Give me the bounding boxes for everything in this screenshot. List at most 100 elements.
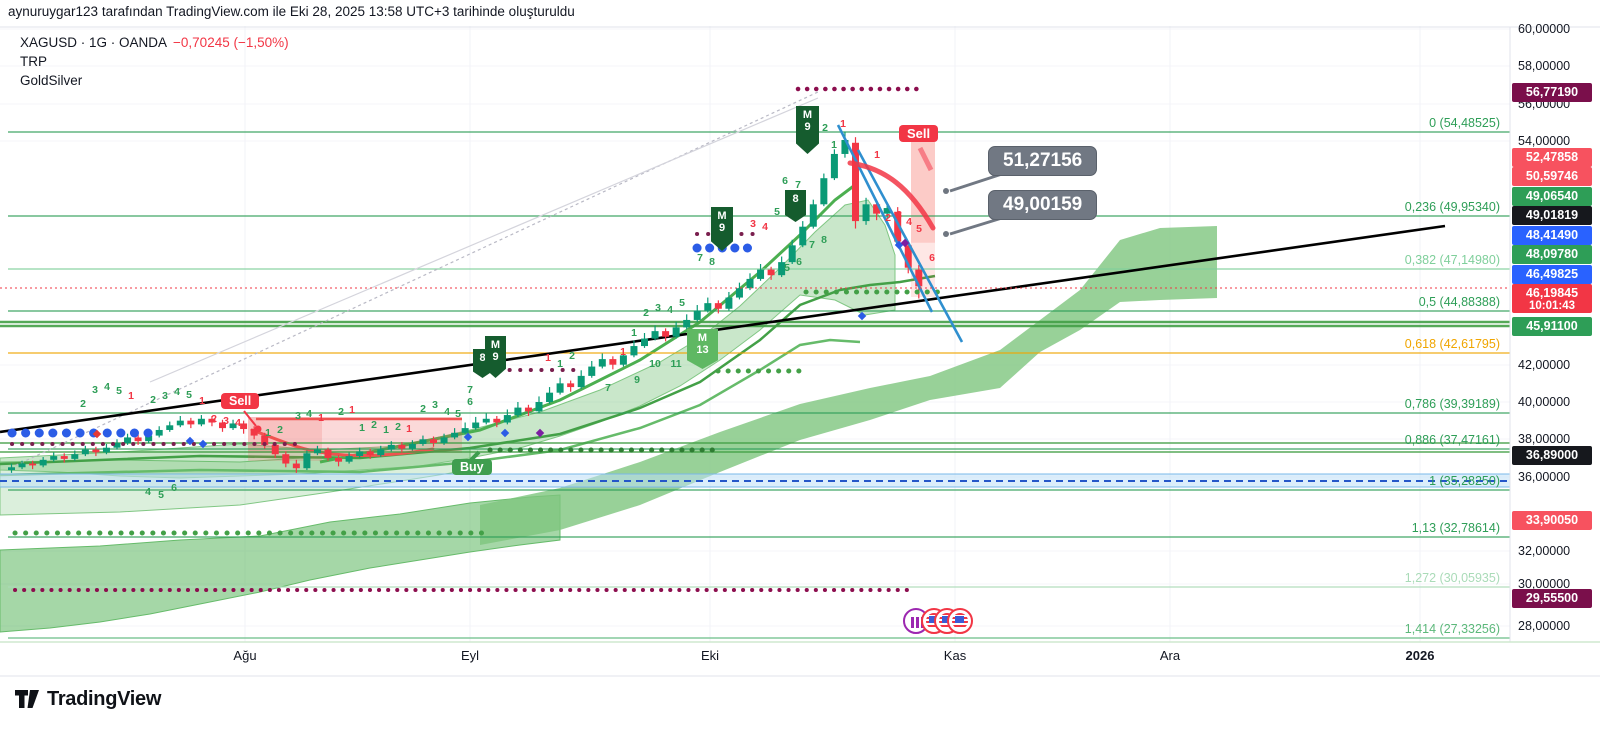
price-axis-tick[interactable]: 28,00000 (1518, 619, 1571, 633)
time-axis-label[interactable]: 2026 (1405, 648, 1435, 663)
candle-count-label: 9 (634, 374, 640, 386)
candle-count-label: 2 (277, 424, 283, 436)
candle-count-label: 2 (338, 406, 344, 418)
candle-count-label: 5 (455, 408, 461, 420)
candle-count-label: 1 (406, 423, 412, 435)
price-axis-badge: 48,09780 (1512, 245, 1592, 264)
candle-count-label: 8 (709, 256, 715, 268)
time-axis-label[interactable]: Eyl (460, 648, 480, 663)
price-axis-tick[interactable]: 32,00000 (1518, 544, 1571, 558)
price-axis-tick[interactable]: 54,00000 (1518, 134, 1571, 148)
price-axis-tick[interactable]: 30,00000 (1518, 577, 1571, 591)
candle-count-label: 1 (199, 395, 205, 407)
indicator-trp[interactable]: TRP (20, 54, 47, 69)
fib-level-label[interactable]: 0,382 (47,14980) (1404, 253, 1500, 267)
candle-count-label: 2 (420, 403, 426, 415)
candle-count-label: 5 (186, 389, 192, 401)
candle-count-label: 4 (104, 381, 110, 393)
candle-count-label: 4 (906, 216, 912, 228)
indicator-goldsilver[interactable]: GoldSilver (20, 73, 83, 88)
candle-count-label: 2 (80, 398, 86, 410)
price-axis-tick[interactable]: 36,00000 (1518, 470, 1571, 484)
price-axis-badge: 36,89000 (1512, 446, 1592, 465)
attribution-text: aynuruygar123 tarafından TradingView.com… (8, 4, 575, 19)
candle-count-label: 4 (762, 221, 768, 233)
candle-count-label: 1 (383, 424, 389, 436)
fib-level-label[interactable]: 1 (35,28250) (1429, 474, 1500, 488)
candle-count-label: 2 (569, 350, 575, 362)
candle-count-label: 3 (432, 399, 438, 411)
candle-count-label: 6 (782, 175, 788, 187)
candle-count-label: 1 (128, 390, 134, 402)
sell-signal-right[interactable]: Sell (899, 125, 939, 142)
candle-count-label: 7 (795, 179, 801, 191)
candle-count-label: 5 (784, 262, 790, 274)
price-axis-badge: 29,55500 (1512, 589, 1592, 608)
price-callout-1[interactable]: 51,27156 (988, 146, 1098, 176)
us-flag-event-icon[interactable] (947, 608, 973, 634)
fib-level-label[interactable]: 0,786 (39,39189) (1404, 397, 1500, 411)
buy-signal[interactable]: Buy (452, 459, 492, 475)
time-axis-label[interactable]: Eki (700, 648, 720, 663)
candle-count-label: 5 (774, 206, 780, 218)
candle-count-label: 11 (670, 358, 682, 370)
time-axis-label[interactable]: Kas (943, 648, 967, 663)
price-axis-badge: 46,49825 (1512, 265, 1592, 284)
candle-count-label: 2 (822, 122, 828, 134)
candle-count-label: 3 (295, 410, 301, 422)
sell-signal-left[interactable]: Sell (221, 393, 260, 409)
price-axis-badge: 48,41490 (1512, 226, 1592, 245)
time-axis-label[interactable]: Ara (1159, 648, 1181, 663)
price-axis-tick[interactable]: 58,00000 (1518, 59, 1571, 73)
fib-level-label[interactable]: 1,272 (30,05935) (1404, 571, 1500, 585)
candle-count-label: 4 (667, 304, 673, 316)
fib-level-label[interactable]: 0,618 (42,61795) (1404, 337, 1500, 351)
candle-count-label: 2 (371, 419, 377, 431)
time-axis-label[interactable]: Ağu (233, 648, 257, 663)
candle-count-label: 5 (116, 385, 122, 397)
chart-legend[interactable]: XAGUSD · 1G · OANDA −0,70245 (−1,50%) TRP… (20, 33, 289, 90)
candle-count-label: 3 (162, 390, 168, 402)
symbol-title[interactable]: XAGUSD · 1G · OANDA (20, 35, 168, 50)
setup-flag-badge[interactable]: 8 (785, 190, 806, 222)
candle-count-label: 4 (145, 486, 151, 498)
candle-count-label: 1 (359, 422, 365, 434)
price-axis-badge: 56,77190 (1512, 83, 1592, 102)
candle-count-label: 7 (467, 384, 473, 396)
price-axis-badge: 52,47858 (1512, 148, 1592, 167)
candle-count-label: 1 (631, 327, 637, 339)
price-axis-tick[interactable]: 38,00000 (1518, 432, 1571, 446)
candle-count-label: 1 (620, 346, 626, 358)
candle-count-label: 1 (349, 404, 355, 416)
fib-level-label[interactable]: 0,236 (49,95340) (1404, 200, 1500, 214)
candle-count-label: 5 (916, 223, 922, 235)
price-axis-badge: 49,01819 (1512, 206, 1592, 225)
candle-count-label: 2 (395, 421, 401, 433)
tradingview-logo[interactable]: TradingView (14, 686, 161, 712)
countdown-timer: 10:01:43 (1528, 300, 1576, 312)
fib-level-label[interactable]: 0,5 (44,88388) (1418, 295, 1500, 309)
price-axis-badge: 49,06540 (1512, 187, 1592, 206)
candle-count-label: 5 (679, 297, 685, 309)
price-axis-badge: 33,90050 (1512, 511, 1592, 530)
candle-count-label: 3 (655, 302, 661, 314)
fib-level-label[interactable]: 1,414 (27,33256) (1404, 622, 1500, 636)
price-axis-tick[interactable]: 42,00000 (1518, 358, 1571, 372)
price-callout-2[interactable]: 49,00159 (988, 190, 1098, 220)
price-axis-badge: 45,91100 (1512, 317, 1592, 336)
fib-level-label[interactable]: 0,886 (37,47161) (1404, 433, 1500, 447)
fib-level-label[interactable]: 0 (54,48525) (1429, 116, 1500, 130)
candle-count-label: 2 (885, 212, 891, 224)
price-axis-tick[interactable]: 60,00000 (1518, 22, 1571, 36)
candle-count-label: 2 (643, 307, 649, 319)
candle-count-label: 10 (649, 358, 661, 370)
setup-flag-badge[interactable]: M 13 (687, 329, 718, 369)
price-axis-tick[interactable]: 40,00000 (1518, 395, 1571, 409)
fib-level-label[interactable]: 1,13 (32,78614) (1411, 521, 1500, 535)
candle-count-label: 4 (235, 417, 241, 429)
candle-count-label: 1 (545, 352, 551, 364)
